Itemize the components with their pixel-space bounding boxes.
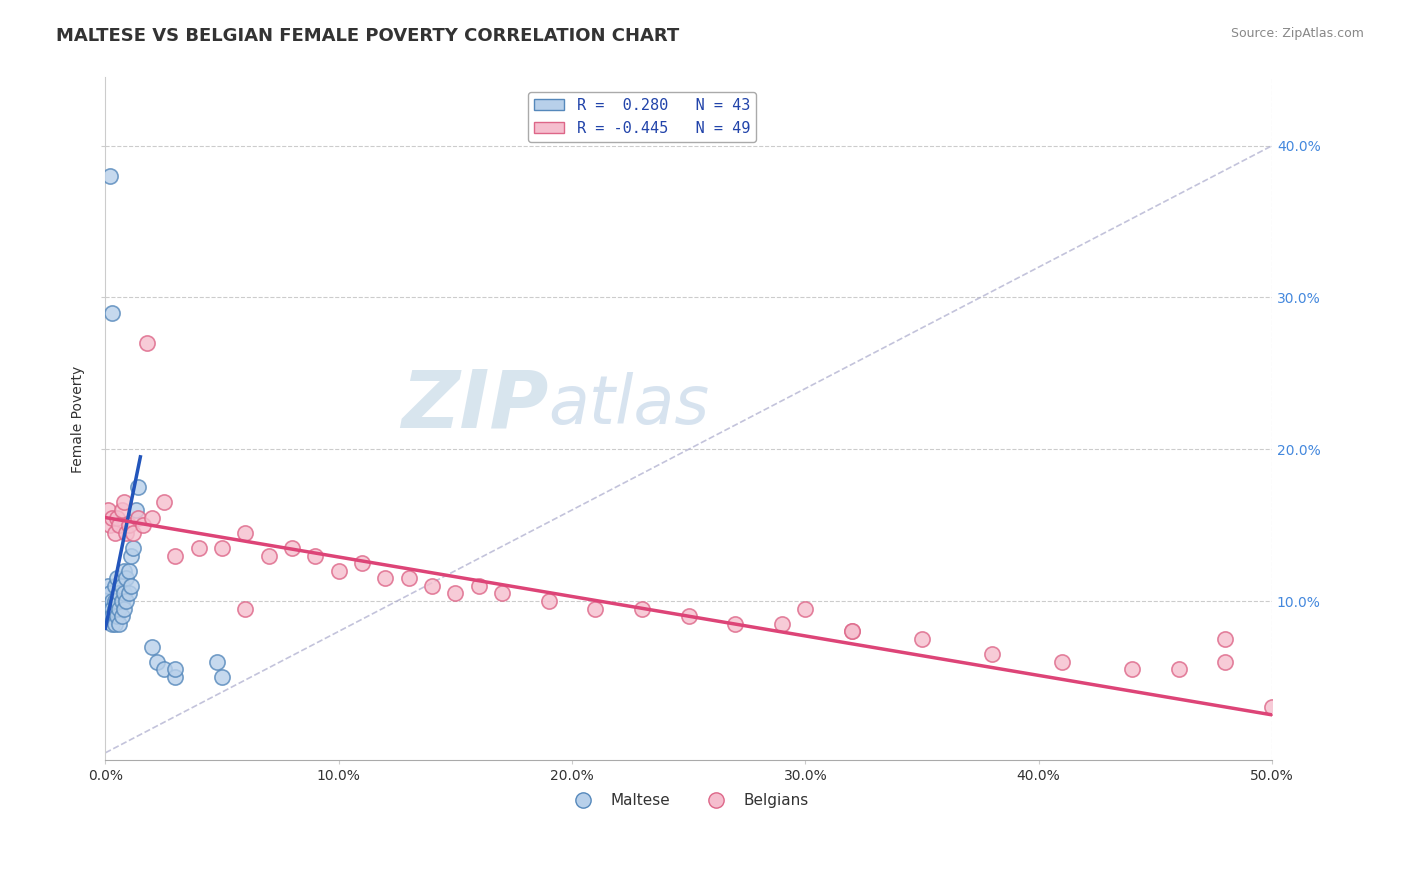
Point xyxy=(211,541,233,555)
Point xyxy=(111,503,134,517)
Point xyxy=(235,525,257,540)
Point xyxy=(165,662,187,676)
Point xyxy=(122,541,145,555)
Point xyxy=(98,601,121,615)
Point xyxy=(328,564,350,578)
Point xyxy=(118,564,141,578)
Point xyxy=(304,549,326,563)
Point xyxy=(104,579,127,593)
Point xyxy=(112,495,135,509)
Point xyxy=(420,579,443,593)
Point xyxy=(132,518,155,533)
Point xyxy=(374,571,396,585)
Point xyxy=(1121,662,1143,676)
Point xyxy=(112,564,135,578)
Point xyxy=(1050,655,1073,669)
Point xyxy=(281,541,304,555)
Point xyxy=(127,480,149,494)
Point xyxy=(97,601,120,615)
Point xyxy=(981,647,1004,661)
Point xyxy=(911,632,934,646)
Point xyxy=(120,579,142,593)
Point xyxy=(207,655,229,669)
Point xyxy=(187,541,209,555)
Point xyxy=(104,616,127,631)
Point xyxy=(125,503,148,517)
Point xyxy=(1213,632,1236,646)
Point xyxy=(118,586,141,600)
Point xyxy=(841,624,863,639)
Point xyxy=(141,640,163,654)
Point xyxy=(104,594,127,608)
Text: Source: ZipAtlas.com: Source: ZipAtlas.com xyxy=(1230,27,1364,40)
Point xyxy=(136,336,159,351)
Point xyxy=(112,601,135,615)
Point xyxy=(104,525,127,540)
Point xyxy=(105,609,128,624)
Point xyxy=(152,662,174,676)
Point xyxy=(108,586,131,600)
Point xyxy=(98,169,121,183)
Point xyxy=(115,571,138,585)
Point xyxy=(444,586,467,600)
Point xyxy=(122,525,145,540)
Point xyxy=(101,306,124,320)
Point xyxy=(141,510,163,524)
Point xyxy=(257,549,280,563)
Y-axis label: Female Poverty: Female Poverty xyxy=(72,366,86,473)
Point xyxy=(108,601,131,615)
Point xyxy=(115,594,138,608)
Point xyxy=(770,616,793,631)
Point xyxy=(101,510,124,524)
Point xyxy=(165,670,187,684)
Point xyxy=(211,670,233,684)
Point xyxy=(108,518,131,533)
Point xyxy=(152,495,174,509)
Point xyxy=(145,655,167,669)
Point xyxy=(115,525,138,540)
Point xyxy=(111,609,134,624)
Point xyxy=(112,586,135,600)
Point xyxy=(105,594,128,608)
Point xyxy=(794,601,817,615)
Text: atlas: atlas xyxy=(548,372,710,438)
Point xyxy=(98,586,121,600)
Point xyxy=(97,503,120,517)
Point xyxy=(165,549,187,563)
Point xyxy=(97,579,120,593)
Point xyxy=(101,594,124,608)
Point xyxy=(120,549,142,563)
Point xyxy=(1167,662,1189,676)
Point xyxy=(105,571,128,585)
Point xyxy=(105,510,128,524)
Point xyxy=(491,586,513,600)
Point xyxy=(101,609,124,624)
Point xyxy=(537,594,560,608)
Point xyxy=(583,601,606,615)
Point xyxy=(1213,655,1236,669)
Point xyxy=(841,624,863,639)
Point xyxy=(101,601,124,615)
Point xyxy=(98,518,121,533)
Point xyxy=(350,556,373,570)
Point xyxy=(118,518,141,533)
Point xyxy=(398,571,420,585)
Point xyxy=(98,609,121,624)
Legend: Maltese, Belgians: Maltese, Belgians xyxy=(562,787,815,814)
Point xyxy=(108,616,131,631)
Point xyxy=(104,601,127,615)
Point xyxy=(111,594,134,608)
Point xyxy=(467,579,489,593)
Text: ZIP: ZIP xyxy=(401,367,548,444)
Point xyxy=(127,510,149,524)
Point xyxy=(235,601,257,615)
Point xyxy=(101,616,124,631)
Point xyxy=(678,609,700,624)
Text: MALTESE VS BELGIAN FEMALE POVERTY CORRELATION CHART: MALTESE VS BELGIAN FEMALE POVERTY CORREL… xyxy=(56,27,679,45)
Point xyxy=(631,601,654,615)
Point xyxy=(724,616,747,631)
Point xyxy=(1261,700,1284,714)
Point xyxy=(111,579,134,593)
